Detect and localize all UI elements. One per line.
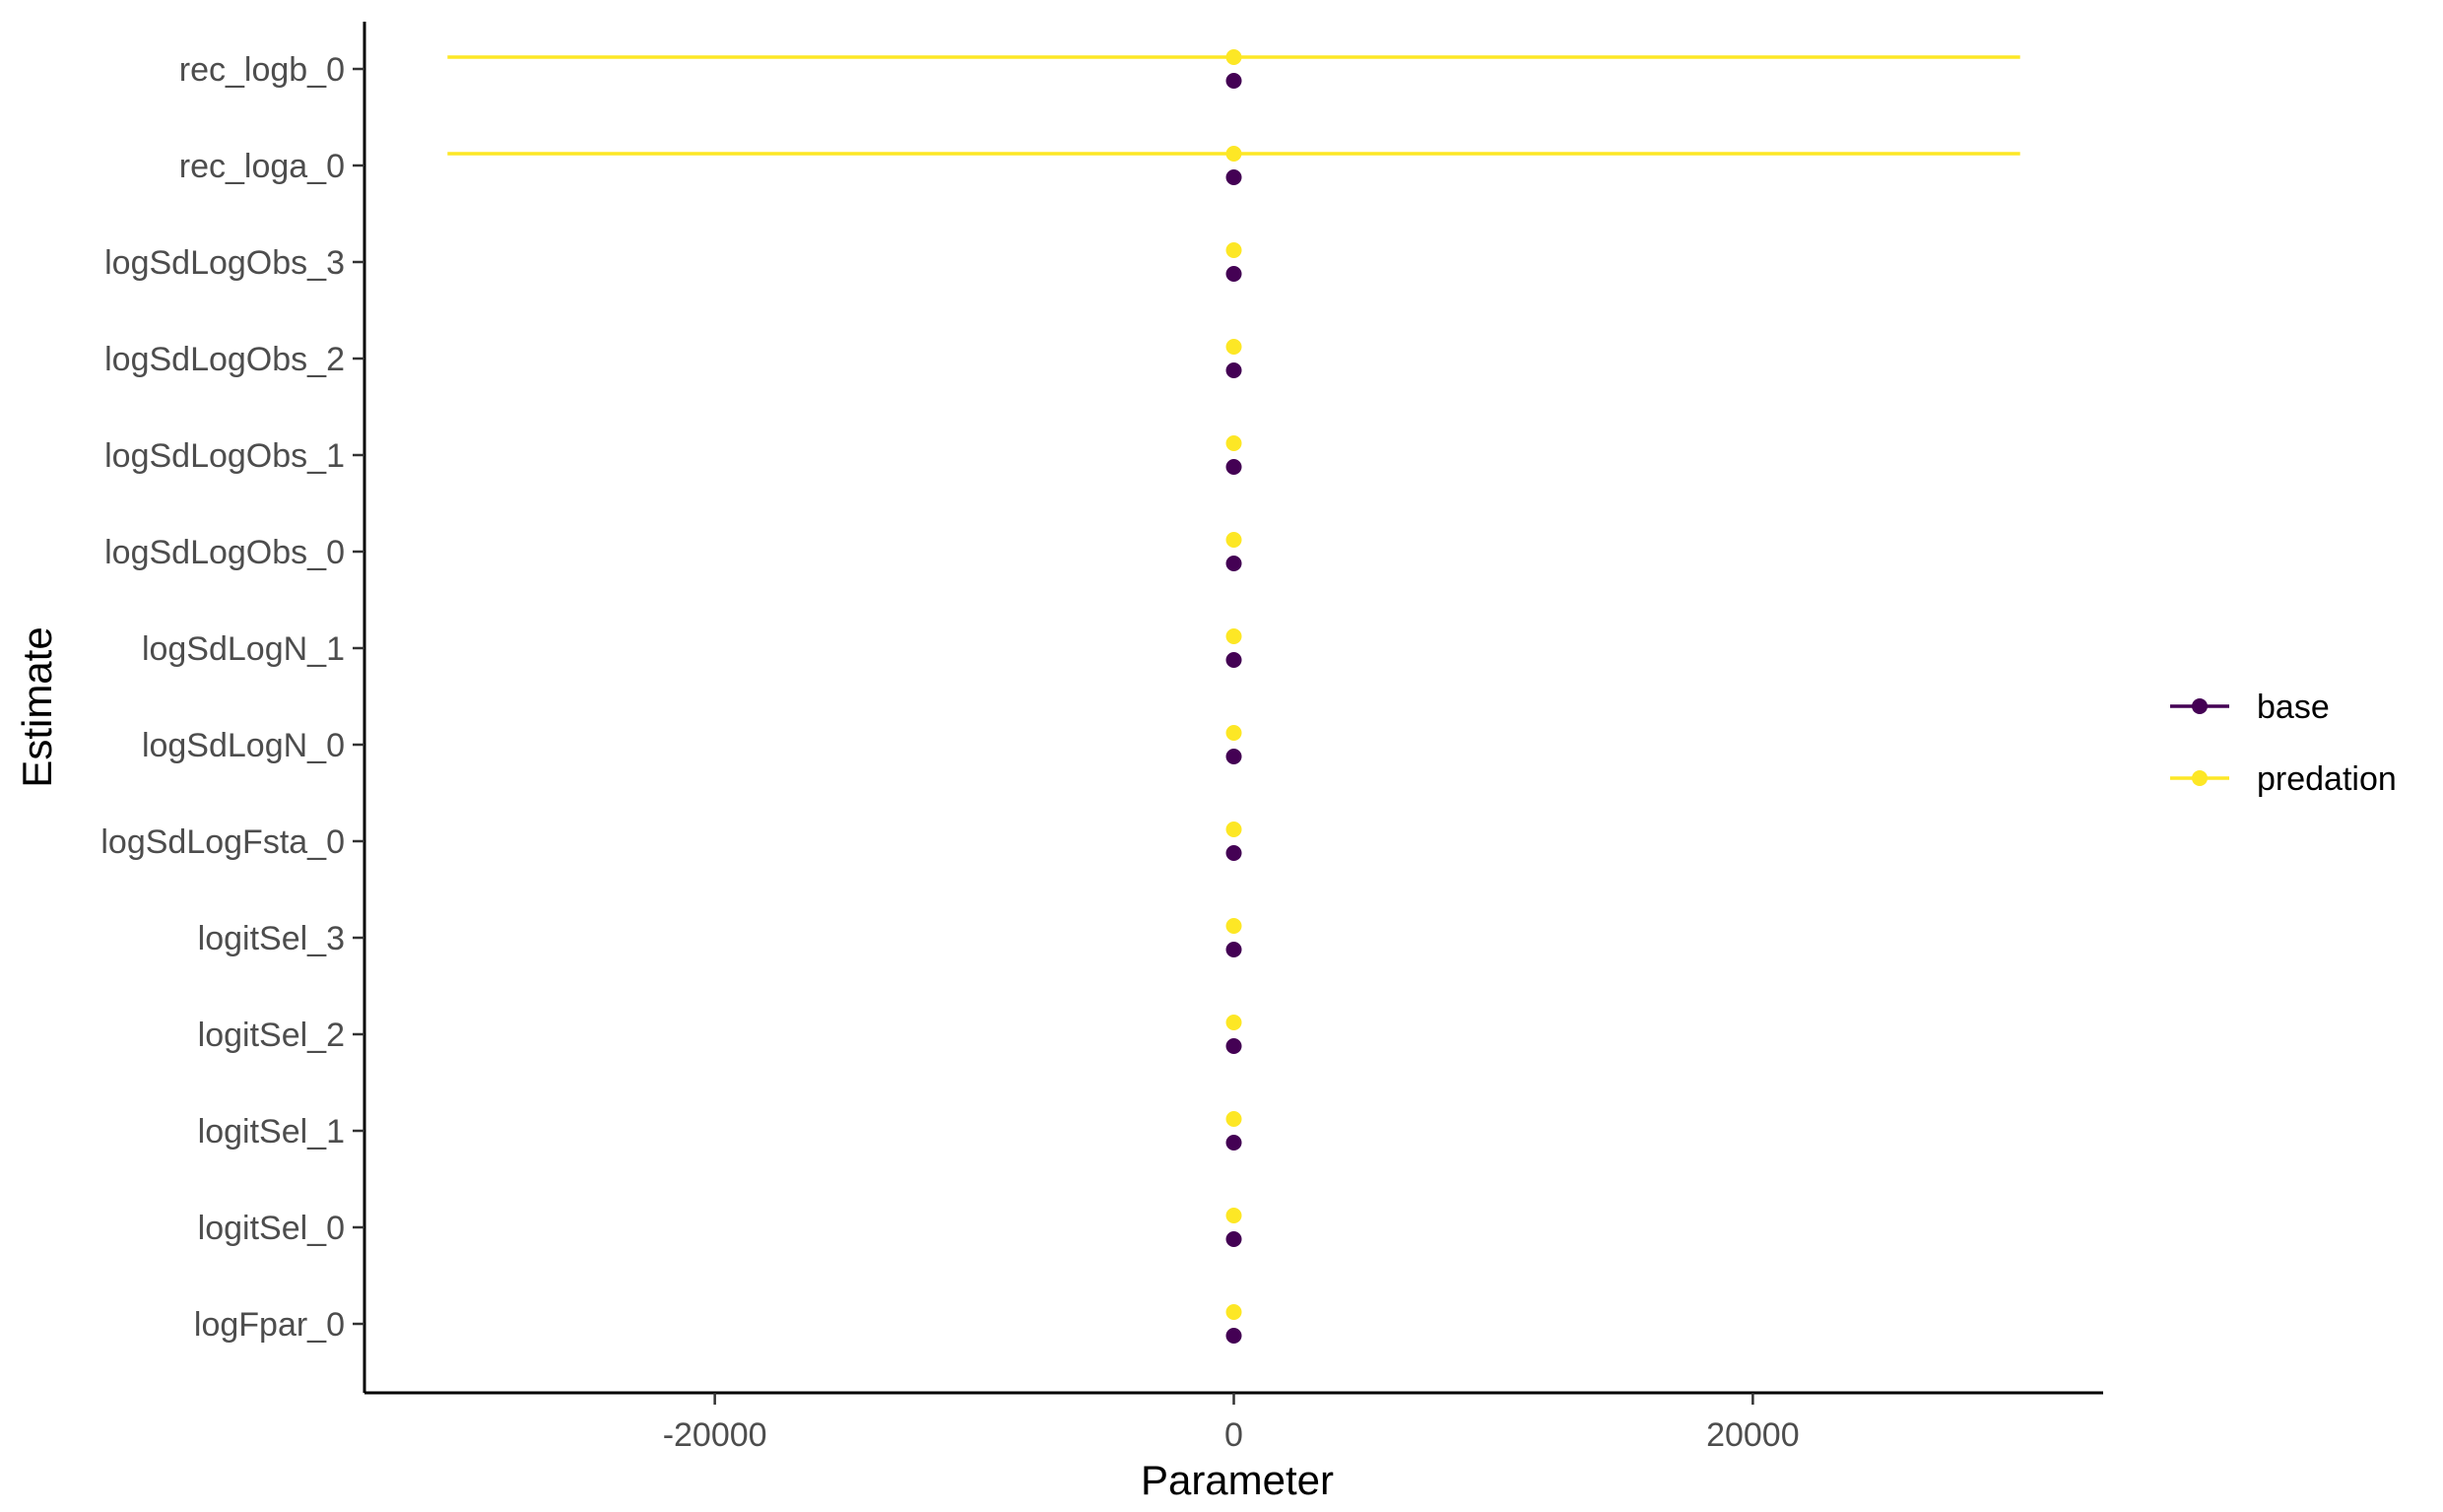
point-predation: [1225, 146, 1242, 162]
point-predation: [1225, 1208, 1242, 1223]
legend-label-base: base: [2257, 689, 2330, 726]
point-predation: [1225, 1015, 1242, 1030]
point-base: [1225, 1135, 1242, 1150]
y-tick-label: logSdLogN_1: [142, 630, 345, 668]
x-tick-label: 20000: [1706, 1416, 1800, 1454]
y-tick-label: logitSel_1: [198, 1113, 345, 1150]
point-predation: [1225, 918, 1242, 934]
y-tick-label: logFpar_0: [194, 1306, 345, 1344]
point-predation: [1225, 532, 1242, 548]
point-base: [1225, 749, 1242, 764]
y-tick-label: logitSel_0: [198, 1210, 345, 1247]
point-base: [1225, 1231, 1242, 1247]
point-predation: [1225, 1111, 1242, 1127]
point-base: [1225, 1328, 1242, 1344]
point-predation: [1225, 725, 1242, 741]
point-base: [1225, 845, 1242, 861]
legend-key-point-base: [2192, 698, 2208, 714]
point-predation: [1225, 822, 1242, 837]
point-base: [1225, 556, 1242, 571]
y-tick-label: rec_loga_0: [179, 148, 345, 185]
point-base: [1225, 652, 1242, 668]
point-predation: [1225, 242, 1242, 258]
legend-label-predation: predation: [2257, 760, 2397, 798]
point-predation: [1225, 435, 1242, 451]
y-tick-label: logSdLogFsta_0: [100, 823, 345, 861]
point-base: [1225, 169, 1242, 185]
y-tick-label: logSdLogN_0: [142, 727, 345, 764]
point-base: [1225, 73, 1242, 89]
x-axis-title: Parameter: [1141, 1457, 1334, 1503]
y-tick-label: logSdLogObs_2: [104, 341, 345, 378]
point-predation: [1225, 1304, 1242, 1320]
y-tick-label: logSdLogObs_0: [104, 534, 345, 571]
point-base: [1225, 1038, 1242, 1054]
point-base: [1225, 459, 1242, 475]
y-tick-label: logitSel_3: [198, 920, 345, 957]
y-axis-ticks: rec_logb_0 rec_loga_0 logSdLogObs_3 logSdLo…: [100, 51, 364, 1344]
point-base: [1225, 362, 1242, 378]
x-axis-ticks: -20000 0 20000: [663, 1393, 1800, 1454]
point-base: [1225, 266, 1242, 282]
point-predation: [1225, 628, 1242, 644]
x-tick-label: -20000: [663, 1416, 767, 1454]
plot-panel: [447, 49, 2020, 1344]
x-tick-label: 0: [1224, 1416, 1243, 1454]
legend-key-point-predation: [2192, 770, 2208, 786]
legend: base predation: [2170, 689, 2397, 798]
y-tick-label: logSdLogObs_3: [104, 244, 345, 282]
y-tick-label: logSdLogObs_1: [104, 437, 345, 475]
y-axis-title: Estimate: [14, 626, 60, 787]
point-base: [1225, 942, 1242, 957]
y-tick-label: logitSel_2: [198, 1017, 345, 1054]
y-tick-label: rec_logb_0: [179, 51, 345, 89]
point-predation: [1225, 339, 1242, 355]
point-predation: [1225, 49, 1242, 65]
